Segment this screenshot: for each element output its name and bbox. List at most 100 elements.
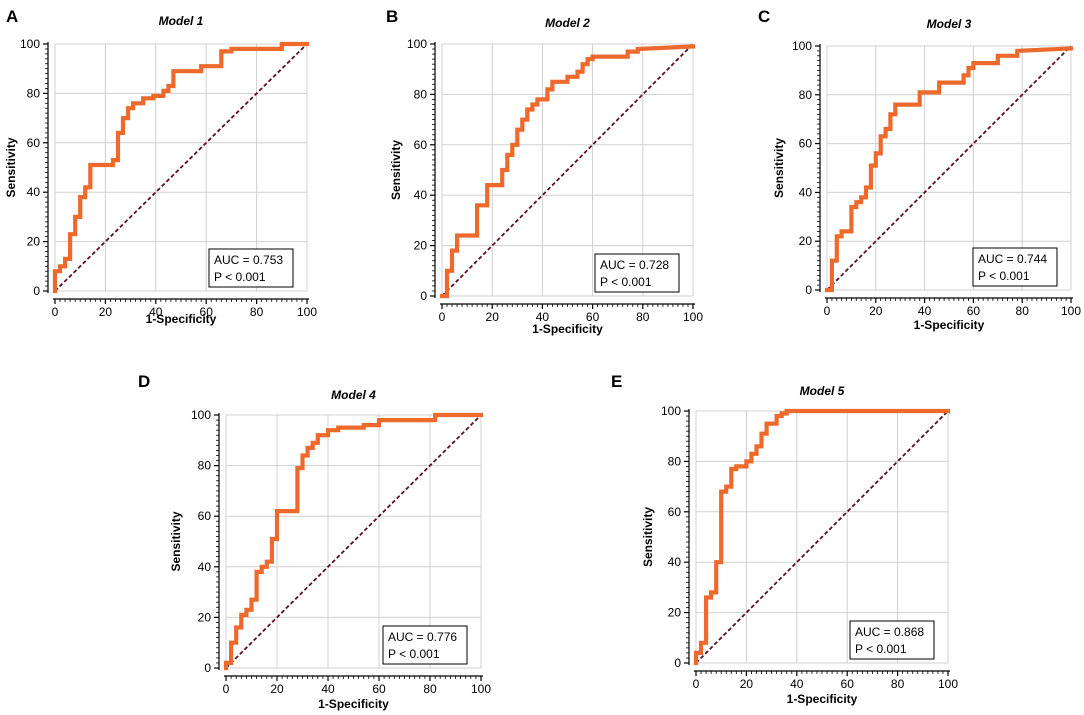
panel-d: D Model 4 0 20 40 60 80 100 0 20 40 60 80 100 1-Specif… xyxy=(138,372,491,711)
x-axis-label: 1-Specificity xyxy=(146,312,217,326)
x-tick-label: 60 xyxy=(586,310,600,324)
y-axis-label: Sensitivity xyxy=(389,140,403,200)
x-axis-label: 1-Specificity xyxy=(318,697,389,711)
y-tick-label: 0 xyxy=(204,661,211,675)
chart-title: Model 2 xyxy=(545,16,590,30)
reference-diagonal xyxy=(441,43,694,297)
roc-curve xyxy=(223,412,484,671)
y-axis-label: Sensitivity xyxy=(169,511,183,571)
x-tick-label: 100 xyxy=(683,310,703,324)
x-tick-label: 0 xyxy=(52,305,59,319)
y-tick-label: 20 xyxy=(414,239,428,253)
y-axis-label: Sensitivity xyxy=(4,137,18,197)
y-tick-label: 60 xyxy=(198,509,212,523)
x-tick-label: 80 xyxy=(250,305,264,319)
y-tick-label: 100 xyxy=(191,408,211,422)
p-value-label: P < 0.001 xyxy=(388,647,440,661)
x-tick-label: 60 xyxy=(967,304,981,318)
x-tick-label: 100 xyxy=(1061,304,1081,318)
y-tick-label: 100 xyxy=(792,39,812,53)
x-tick-label: 80 xyxy=(1016,304,1030,318)
x-tick-label: 60 xyxy=(372,682,386,696)
y-tick-label: 80 xyxy=(198,459,212,473)
x-tick-label: 80 xyxy=(423,682,437,696)
panel-a: A Model 1 0 20 40 60 80 100 0 20 40 60 80 100 1-Specif… xyxy=(4,7,317,326)
roc-curve xyxy=(52,41,310,294)
x-axis-label: 1-Specificity xyxy=(914,318,985,332)
x-tick-label: 20 xyxy=(486,310,500,324)
y-tick-label: 20 xyxy=(27,235,41,249)
y-tick-label: 20 xyxy=(198,610,212,624)
y-tick-label: 20 xyxy=(799,234,813,248)
x-tick-label: 40 xyxy=(149,305,163,319)
y-tick-label: 80 xyxy=(799,88,813,102)
y-tick-label: 40 xyxy=(668,555,682,569)
y-tick-label: 100 xyxy=(407,37,427,51)
y-tick-label: 60 xyxy=(668,505,682,519)
y-tick-label: 0 xyxy=(33,284,40,298)
y-tick-label: 0 xyxy=(674,656,681,670)
panel-b: B Model 2 0 20 40 60 80 100 0 20 40 60 80 100 1-Specif… xyxy=(386,7,703,336)
y-tick-label: 40 xyxy=(414,188,428,202)
roc-curve xyxy=(439,44,696,299)
auc-label: AUC = 0.744 xyxy=(978,252,1047,266)
panel-c: C Model 3 0 20 40 60 80 100 0 20 40 60 80 100 1-Specif… xyxy=(758,7,1081,332)
x-tick-label: 100 xyxy=(471,682,491,696)
y-tick-label: 20 xyxy=(668,606,682,620)
reference-diagonal xyxy=(695,410,949,664)
auc-box xyxy=(972,247,1058,287)
x-tick-label: 20 xyxy=(740,677,754,691)
x-tick-label: 100 xyxy=(938,677,958,691)
reference-diagonal xyxy=(225,414,482,669)
y-tick-label: 80 xyxy=(414,87,428,101)
x-tick-label: 40 xyxy=(918,304,932,318)
auc-box xyxy=(382,625,468,665)
reference-diagonal xyxy=(54,43,308,292)
chart-title: Model 5 xyxy=(800,384,845,398)
panel-letter: A xyxy=(6,7,18,26)
x-axis-label: 1-Specificity xyxy=(787,692,858,706)
chart-title: Model 1 xyxy=(159,14,204,28)
x-axis-label: 1-Specificity xyxy=(532,322,603,336)
x-tick-label: 60 xyxy=(841,677,855,691)
auc-label: AUC = 0.868 xyxy=(855,625,924,639)
x-tick-label: 20 xyxy=(869,304,883,318)
chart-title: Model 4 xyxy=(331,388,376,402)
x-tick-label: 20 xyxy=(99,305,113,319)
x-tick-label: 80 xyxy=(636,310,650,324)
x-tick-label: 40 xyxy=(321,682,335,696)
panel-e: E Model 5 0 20 40 60 80 100 0 20 40 60 80 100 1-Specif… xyxy=(611,372,958,706)
panel-letter: B xyxy=(386,7,398,26)
y-tick-label: 0 xyxy=(420,289,427,303)
x-tick-label: 60 xyxy=(200,305,214,319)
auc-box xyxy=(208,248,294,288)
auc-label: AUC = 0.728 xyxy=(600,258,669,272)
roc-curve xyxy=(693,408,951,666)
y-tick-label: 40 xyxy=(27,185,41,199)
x-tick-label: 0 xyxy=(223,682,230,696)
p-value-label: P < 0.001 xyxy=(214,270,266,284)
x-tick-label: 80 xyxy=(891,677,905,691)
auc-label: AUC = 0.753 xyxy=(214,253,283,267)
panel-letter: D xyxy=(138,372,150,391)
x-tick-label: 100 xyxy=(297,305,317,319)
x-tick-label: 20 xyxy=(270,682,284,696)
y-tick-label: 40 xyxy=(198,560,212,574)
chart-title: Model 3 xyxy=(927,17,972,31)
y-tick-label: 60 xyxy=(799,137,813,151)
auc-box xyxy=(849,620,935,660)
y-tick-label: 40 xyxy=(799,185,813,199)
x-tick-label: 0 xyxy=(824,304,831,318)
x-tick-label: 40 xyxy=(790,677,804,691)
y-axis-label: Sensitivity xyxy=(772,138,786,198)
x-tick-label: 40 xyxy=(536,310,550,324)
p-value-label: P < 0.001 xyxy=(978,269,1030,283)
panel-letter: E xyxy=(611,372,622,391)
x-tick-label: 0 xyxy=(693,677,700,691)
y-tick-label: 80 xyxy=(668,454,682,468)
reference-diagonal xyxy=(826,45,1072,291)
y-tick-label: 60 xyxy=(414,138,428,152)
y-tick-label: 60 xyxy=(27,136,41,150)
panel-letter: C xyxy=(758,7,770,26)
